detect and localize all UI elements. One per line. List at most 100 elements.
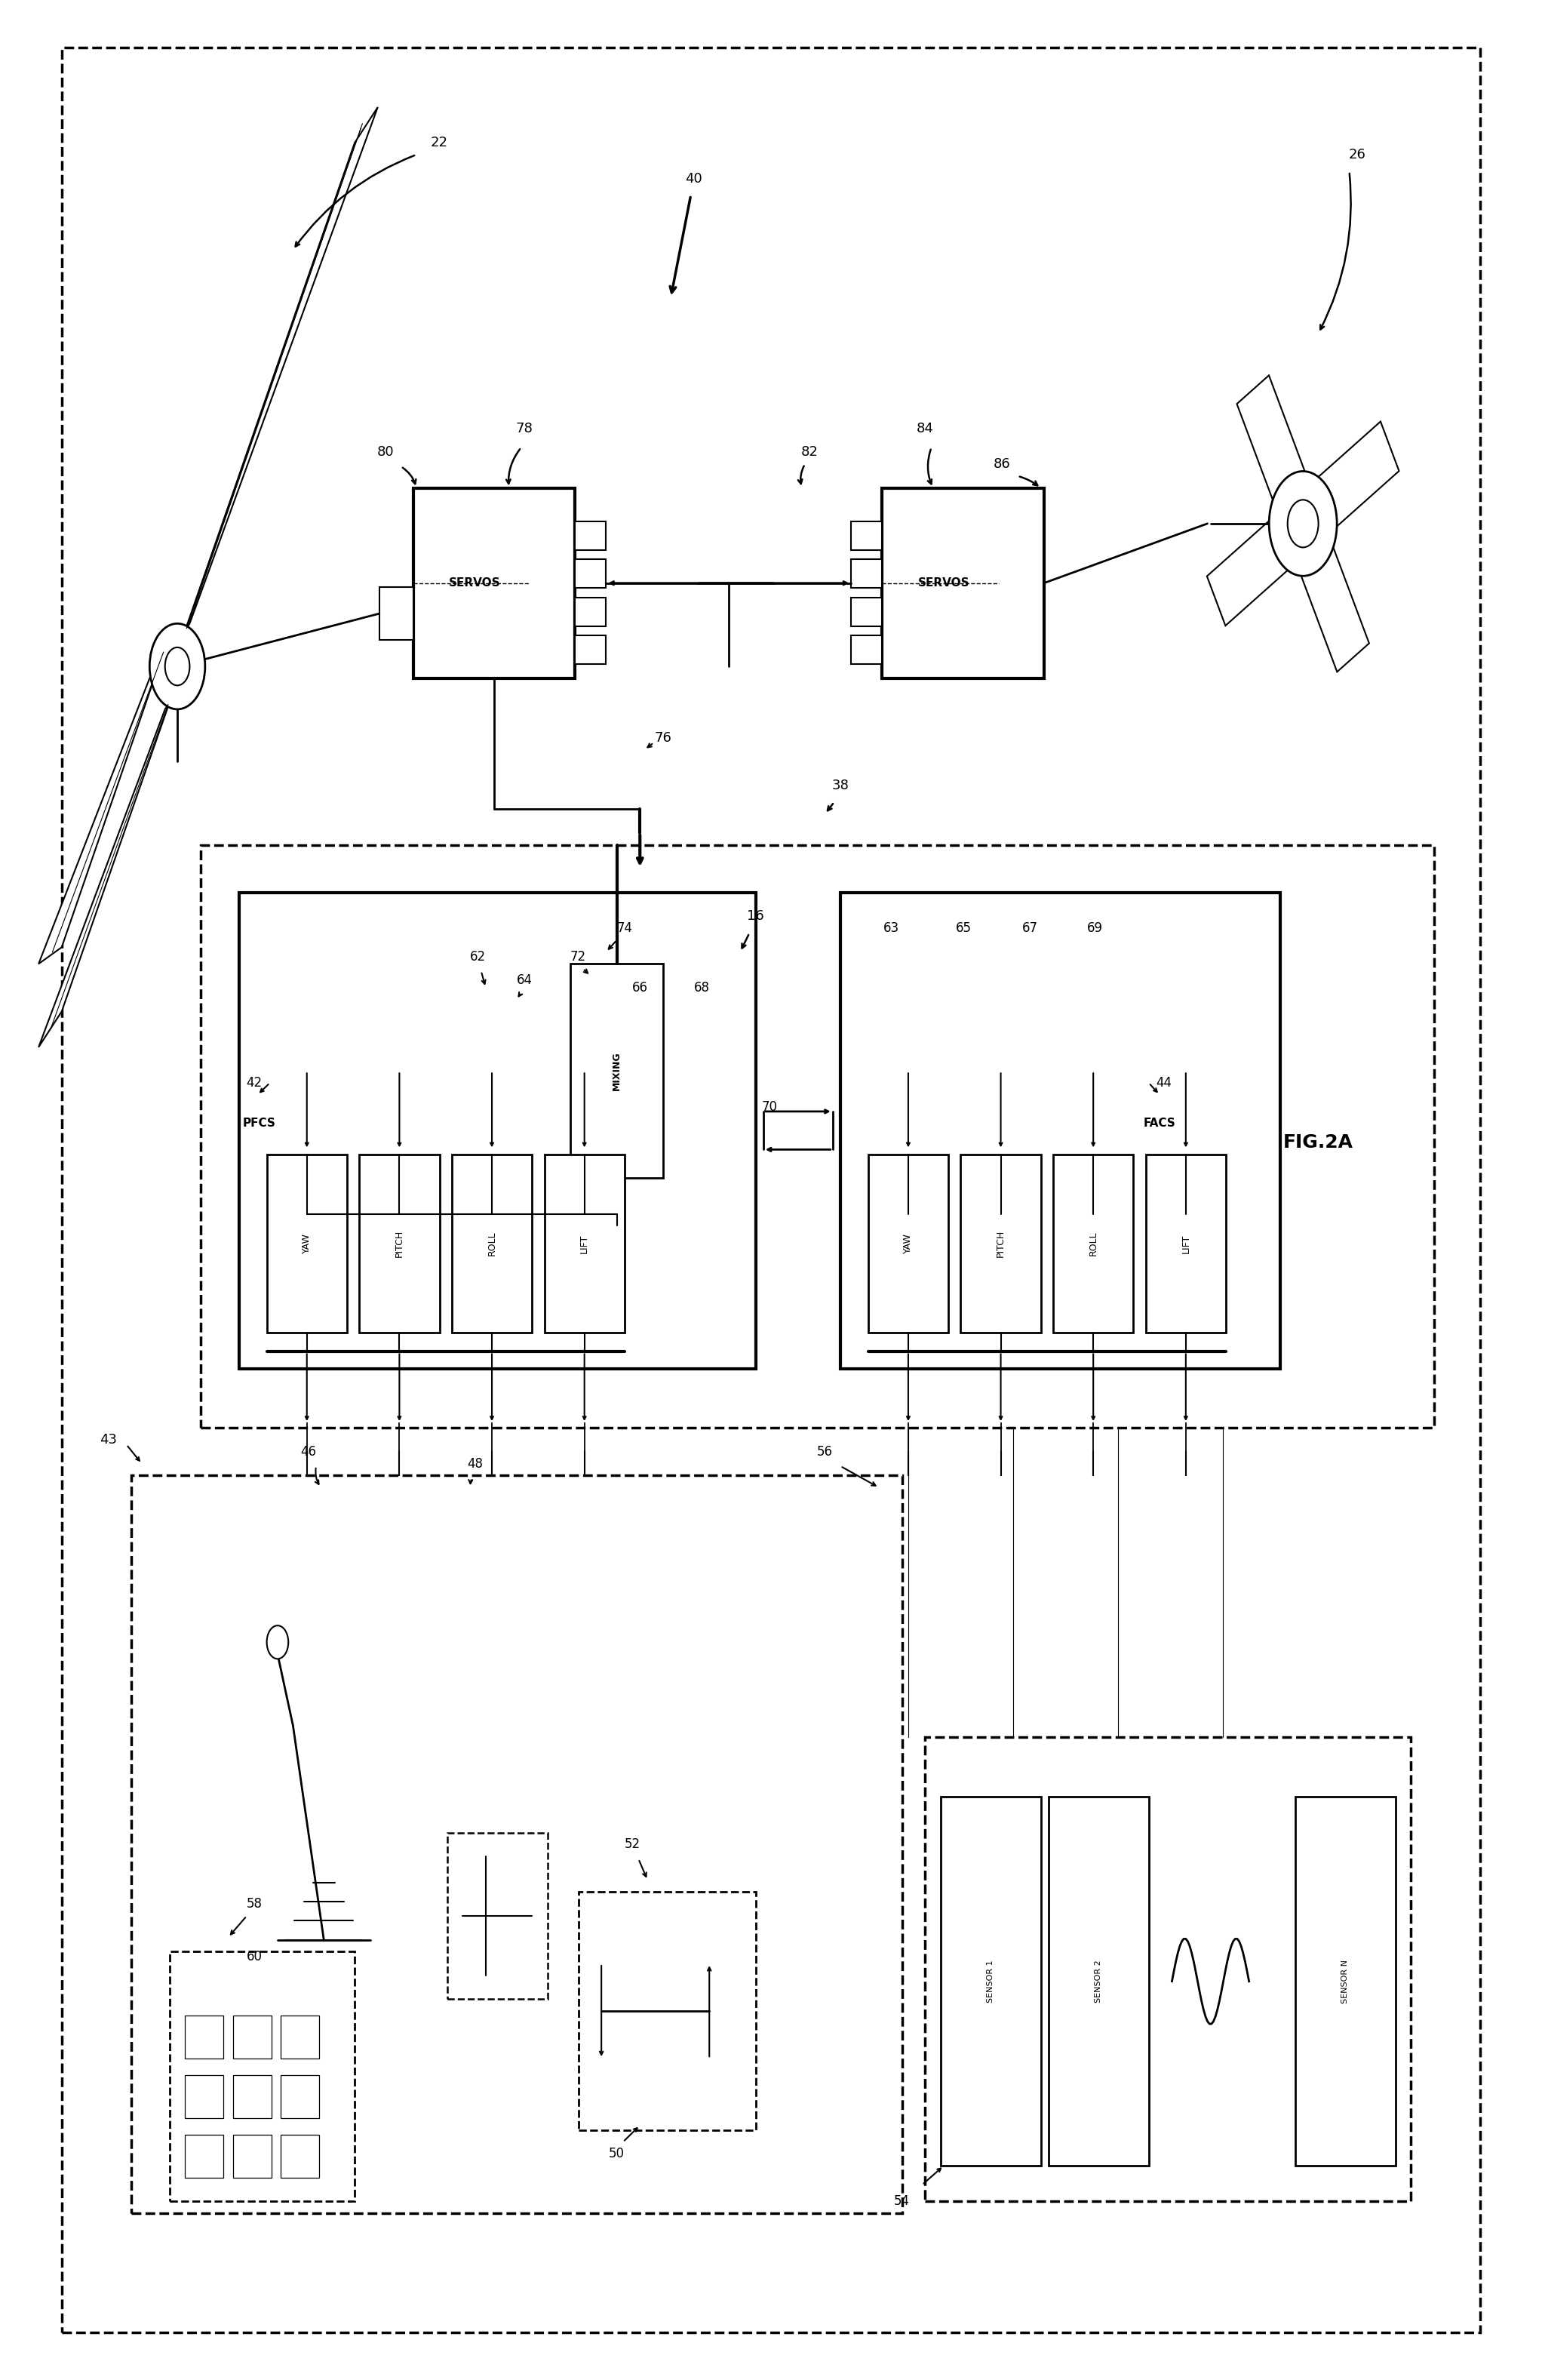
Circle shape <box>267 1626 288 1659</box>
Text: PFCS: PFCS <box>242 1119 276 1128</box>
Bar <box>170 1952 355 2202</box>
Text: YAW: YAW <box>302 1233 311 1254</box>
Bar <box>233 2075 271 2118</box>
Text: ROLL: ROLL <box>487 1230 497 1257</box>
Text: LIFT: LIFT <box>1181 1233 1190 1254</box>
Text: 60: 60 <box>247 1949 262 1963</box>
Text: ROLL: ROLL <box>1089 1230 1098 1257</box>
Text: 63: 63 <box>884 921 899 935</box>
Text: SENSOR 1: SENSOR 1 <box>987 1961 995 2002</box>
Text: PITCH: PITCH <box>996 1230 1005 1257</box>
Bar <box>185 2135 224 2178</box>
Text: 43: 43 <box>99 1433 117 1447</box>
Text: 52: 52 <box>625 1837 640 1852</box>
Text: 46: 46 <box>301 1445 316 1459</box>
Text: 70: 70 <box>762 1100 777 1114</box>
Text: 64: 64 <box>517 973 532 988</box>
Bar <box>447 1833 547 1999</box>
Text: 40: 40 <box>685 171 703 186</box>
Text: 16: 16 <box>746 909 765 923</box>
Bar <box>851 597 882 626</box>
Polygon shape <box>1288 509 1369 671</box>
Text: 26: 26 <box>1348 148 1366 162</box>
Bar <box>281 2075 319 2118</box>
Bar <box>575 559 606 588</box>
Polygon shape <box>1294 421 1399 547</box>
Bar <box>851 521 882 550</box>
Text: SERVOS: SERVOS <box>449 578 501 588</box>
Text: 80: 80 <box>376 445 395 459</box>
Bar <box>925 1737 1411 2202</box>
Text: 50: 50 <box>609 2147 625 2161</box>
Bar <box>233 2016 271 2059</box>
Bar <box>1049 1797 1149 2166</box>
Circle shape <box>1288 500 1318 547</box>
Text: 78: 78 <box>515 421 534 436</box>
Bar <box>544 1154 625 1333</box>
Text: 69: 69 <box>1087 921 1103 935</box>
Text: 48: 48 <box>467 1457 483 1471</box>
Bar <box>1295 1797 1396 2166</box>
Text: 65: 65 <box>956 921 971 935</box>
Polygon shape <box>185 107 378 631</box>
Text: 62: 62 <box>470 950 486 964</box>
Text: 74: 74 <box>617 921 632 935</box>
Text: FACS: FACS <box>1144 1119 1175 1128</box>
Text: SENSOR 2: SENSOR 2 <box>1095 1961 1103 2002</box>
Text: PITCH: PITCH <box>395 1230 404 1257</box>
Bar <box>941 1797 1041 2166</box>
Circle shape <box>1269 471 1337 576</box>
Bar <box>233 2135 271 2178</box>
Text: 22: 22 <box>430 136 449 150</box>
Text: 67: 67 <box>1022 921 1038 935</box>
Bar <box>1053 1154 1133 1333</box>
Text: LIFT: LIFT <box>580 1233 589 1254</box>
Text: 84: 84 <box>916 421 934 436</box>
Text: MIXING: MIXING <box>612 1052 621 1090</box>
Bar <box>571 964 663 1178</box>
Bar <box>281 2016 319 2059</box>
Bar <box>379 588 413 640</box>
Text: 54: 54 <box>894 2194 910 2209</box>
Bar <box>185 2016 224 2059</box>
Text: 86: 86 <box>993 457 1012 471</box>
Text: 38: 38 <box>831 778 850 793</box>
Polygon shape <box>39 647 165 964</box>
Circle shape <box>150 624 205 709</box>
Bar <box>961 1154 1041 1333</box>
Text: 42: 42 <box>247 1076 262 1090</box>
Circle shape <box>165 647 190 685</box>
Bar <box>851 635 882 664</box>
Text: 68: 68 <box>694 981 709 995</box>
Bar <box>575 597 606 626</box>
Text: 56: 56 <box>817 1445 833 1459</box>
Text: 58: 58 <box>247 1897 262 1911</box>
Polygon shape <box>1237 376 1318 538</box>
Bar <box>575 521 606 550</box>
Bar <box>452 1154 532 1333</box>
Text: YAW: YAW <box>904 1233 913 1254</box>
Text: 82: 82 <box>800 445 819 459</box>
Bar <box>359 1154 439 1333</box>
Bar <box>281 2135 319 2178</box>
Bar <box>882 488 1044 678</box>
Bar <box>131 1476 902 2213</box>
Bar <box>185 2075 224 2118</box>
Bar <box>239 892 756 1368</box>
Bar <box>413 488 575 678</box>
Bar <box>578 1892 756 2130</box>
Text: 66: 66 <box>632 981 648 995</box>
Text: SERVOS: SERVOS <box>917 578 970 588</box>
Polygon shape <box>1207 500 1312 626</box>
Text: 44: 44 <box>1156 1076 1172 1090</box>
Text: FIG.2A: FIG.2A <box>1283 1133 1354 1152</box>
Bar <box>1146 1154 1226 1333</box>
Polygon shape <box>39 702 170 1047</box>
Bar <box>267 1154 347 1333</box>
Bar <box>868 1154 948 1333</box>
Text: 72: 72 <box>571 950 586 964</box>
Text: 76: 76 <box>654 731 672 745</box>
Bar <box>840 892 1280 1368</box>
Text: SENSOR N: SENSOR N <box>1342 1959 1349 2004</box>
Bar <box>575 635 606 664</box>
